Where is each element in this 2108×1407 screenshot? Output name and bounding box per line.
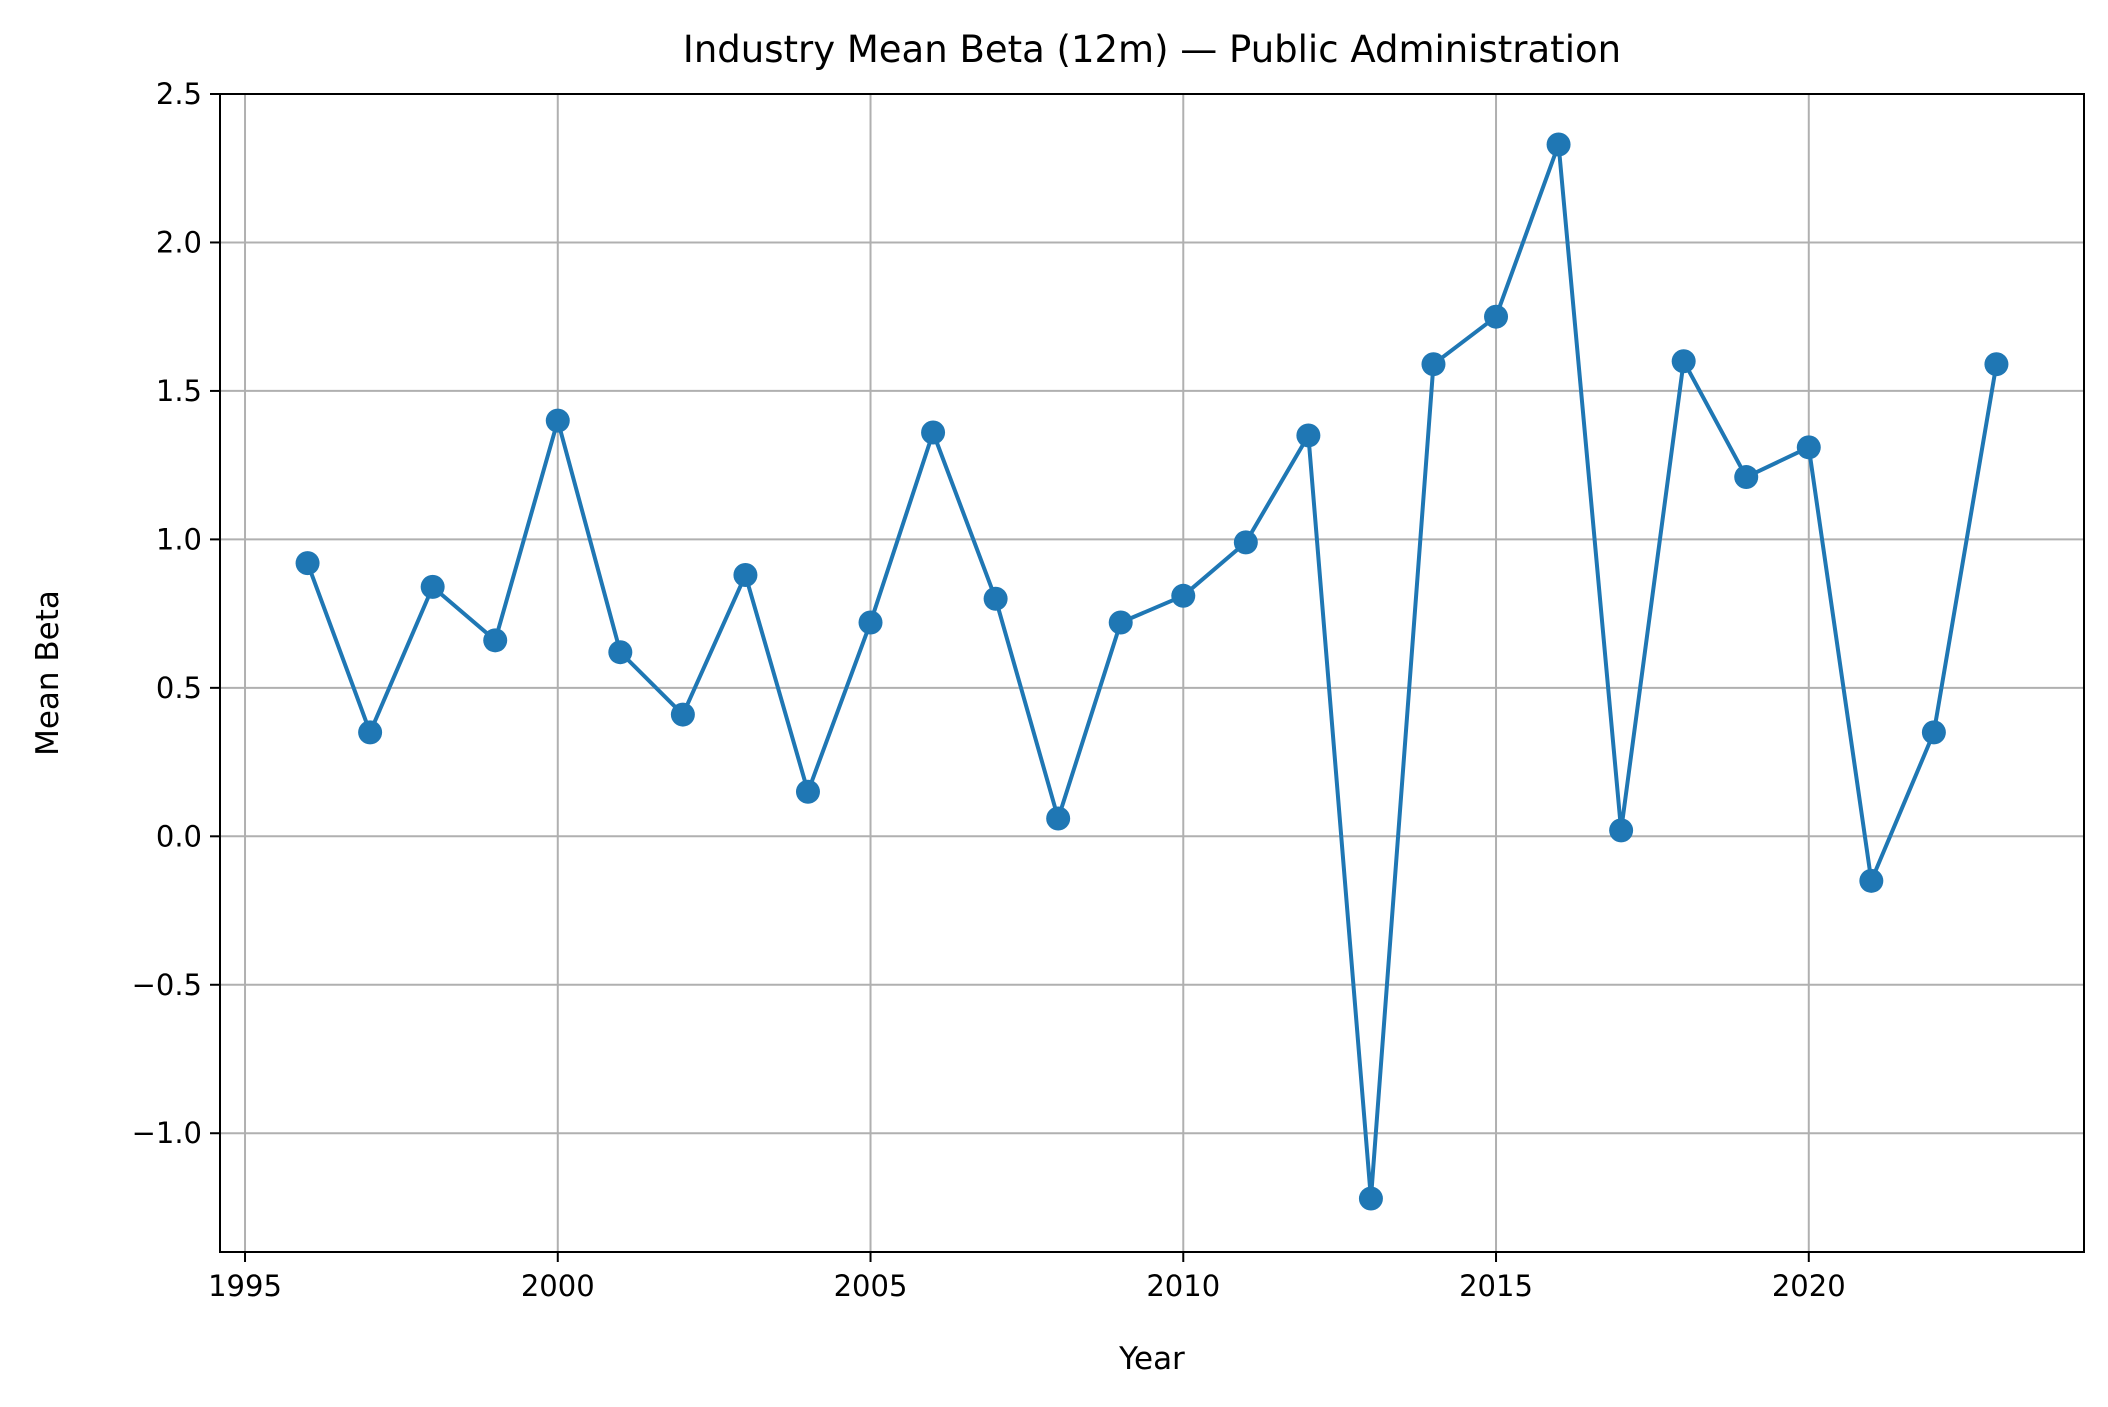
data-point xyxy=(795,779,820,804)
data-point xyxy=(1233,530,1258,555)
series-layer xyxy=(295,132,2009,1211)
chart-title: Industry Mean Beta (12m) — Public Admini… xyxy=(683,28,1621,71)
data-point xyxy=(1734,465,1759,490)
x-tick-label: 2010 xyxy=(1146,1269,1220,1303)
x-axis-ticks: 1995 2000 2005 2010 2015 2020 xyxy=(208,1252,1846,1303)
y-tick-label: 1.0 xyxy=(156,522,202,556)
data-point xyxy=(1484,304,1509,329)
data-point xyxy=(545,408,570,433)
data-point xyxy=(608,640,633,665)
y-tick-label: −1.0 xyxy=(132,1116,202,1150)
data-point xyxy=(420,574,445,599)
data-point xyxy=(1546,132,1571,157)
y-tick-label: 1.5 xyxy=(156,374,202,408)
data-point xyxy=(1421,352,1446,377)
data-point xyxy=(1609,818,1634,843)
data-point xyxy=(358,720,383,745)
data-point xyxy=(1921,720,1946,745)
data-point xyxy=(1984,352,2009,377)
series-line xyxy=(305,142,1999,1201)
data-point xyxy=(1859,868,1884,893)
y-axis-label: Mean Beta xyxy=(30,590,66,756)
data-point xyxy=(483,628,508,653)
y-axis-ticks: −1.0 −0.5 0.0 0.5 1.0 1.5 2.0 2.5 xyxy=(132,77,220,1150)
data-point xyxy=(670,702,695,727)
data-point xyxy=(983,586,1008,611)
x-tick-label: 2020 xyxy=(1772,1269,1846,1303)
y-tick-label: 0.0 xyxy=(156,819,202,853)
data-point xyxy=(1108,610,1133,635)
x-tick-label: 2005 xyxy=(834,1269,908,1303)
x-axis-label: Year xyxy=(1118,1341,1185,1377)
data-point xyxy=(1171,583,1196,608)
data-point xyxy=(1671,349,1696,374)
x-tick-label: 1995 xyxy=(208,1269,282,1303)
y-tick-label: 2.0 xyxy=(156,225,202,259)
y-tick-label: −0.5 xyxy=(132,968,202,1002)
data-point xyxy=(921,420,946,445)
data-point xyxy=(295,551,320,576)
x-tick-label: 2000 xyxy=(521,1269,595,1303)
data-point xyxy=(1796,435,1821,460)
data-point xyxy=(733,563,758,588)
data-point xyxy=(1296,423,1321,448)
y-tick-label: 2.5 xyxy=(156,77,202,111)
data-point xyxy=(1358,1186,1383,1211)
data-point xyxy=(1046,806,1071,831)
data-point xyxy=(858,610,883,635)
y-tick-label: 0.5 xyxy=(156,671,202,705)
x-tick-label: 2015 xyxy=(1459,1269,1533,1303)
plot-area-frame xyxy=(219,93,2085,1253)
